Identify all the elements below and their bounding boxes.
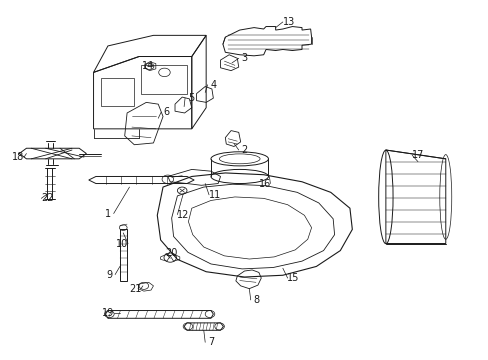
Text: 14: 14 bbox=[142, 62, 154, 71]
Text: 4: 4 bbox=[210, 80, 216, 90]
Text: 6: 6 bbox=[163, 107, 170, 117]
Text: 21: 21 bbox=[129, 284, 141, 294]
Text: 11: 11 bbox=[208, 190, 221, 200]
Text: 10: 10 bbox=[116, 239, 128, 248]
Text: 12: 12 bbox=[177, 210, 189, 220]
Text: 22: 22 bbox=[41, 193, 53, 203]
Text: 15: 15 bbox=[286, 273, 299, 283]
Text: 2: 2 bbox=[241, 145, 247, 155]
Text: 19: 19 bbox=[102, 309, 114, 318]
Text: 16: 16 bbox=[258, 179, 270, 189]
Text: 8: 8 bbox=[253, 295, 259, 305]
Text: 17: 17 bbox=[411, 150, 423, 160]
Text: 9: 9 bbox=[106, 270, 112, 280]
Text: 3: 3 bbox=[241, 53, 247, 63]
Text: 7: 7 bbox=[207, 337, 214, 347]
Text: 1: 1 bbox=[104, 208, 111, 219]
Text: 20: 20 bbox=[165, 248, 178, 258]
Text: 13: 13 bbox=[282, 17, 294, 27]
Text: 5: 5 bbox=[187, 93, 194, 103]
Text: 18: 18 bbox=[12, 152, 24, 162]
